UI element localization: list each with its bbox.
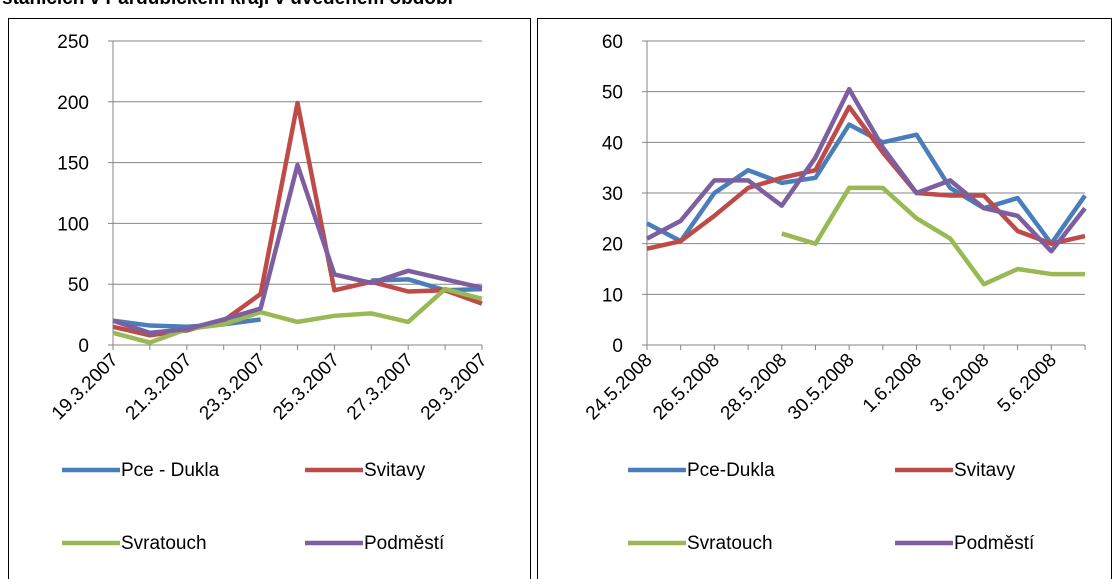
y-tick-label: 50: [602, 83, 623, 104]
x-tick-label: 3.6.2008: [926, 350, 993, 417]
series-line: [112, 162, 483, 336]
panel-border: [8, 18, 531, 579]
legend-label: Podměstí: [364, 533, 445, 554]
x-tick-label: 30.5.2008: [784, 350, 859, 425]
series-line: [112, 286, 483, 345]
series-line: [112, 277, 483, 330]
y-tick-label: 250: [57, 32, 89, 53]
series-line: [112, 100, 483, 338]
legend-label: Svitavy: [954, 460, 1016, 481]
series-line: [781, 185, 1085, 287]
y-tick-label: 30: [602, 184, 623, 205]
x-tick-label: 21.3.2007: [122, 350, 197, 425]
x-tick-label: 27.3.2007: [343, 350, 418, 425]
series-line: [645, 86, 1087, 254]
legend-label: Pce - Dukla: [121, 460, 220, 481]
x-tick-label: 5.6.2008: [994, 350, 1061, 417]
y-tick-label: 20: [602, 235, 623, 256]
y-tick-label: 0: [612, 336, 623, 357]
y-tick-label: 40: [602, 133, 623, 154]
legend-label: Pce-Dukla: [687, 460, 775, 481]
x-tick-label: 1.6.2008: [859, 350, 926, 417]
y-tick-label: 100: [57, 214, 89, 235]
x-tick-label: 25.3.2007: [269, 350, 344, 425]
title: stanicích v Pardubickém kraji v uvedeném…: [2, 0, 454, 9]
panel-border: [537, 18, 1112, 579]
x-tick-label: 28.5.2008: [717, 350, 792, 425]
y-tick-label: 60: [602, 32, 623, 53]
y-tick-label: 200: [57, 93, 89, 114]
series-line: [645, 122, 1087, 246]
x-tick-label: 24.5.2008: [582, 350, 657, 425]
y-tick-label: 0: [78, 336, 89, 357]
legend-label: Podměstí: [954, 533, 1035, 554]
legend-label: Svitavy: [364, 460, 426, 481]
x-tick-label: 29.3.2007: [417, 350, 492, 425]
y-tick-label: 10: [602, 285, 623, 306]
x-tick-label: 19.3.2007: [48, 350, 123, 425]
legend-label: Svratouch: [121, 533, 207, 554]
x-tick-label: 26.5.2008: [649, 350, 724, 425]
series-line: [646, 104, 1086, 251]
x-tick-label: 23.3.2007: [196, 350, 271, 425]
y-tick-label: 50: [68, 275, 89, 296]
legend-label: Svratouch: [687, 533, 773, 554]
y-tick-label: 150: [57, 154, 89, 175]
